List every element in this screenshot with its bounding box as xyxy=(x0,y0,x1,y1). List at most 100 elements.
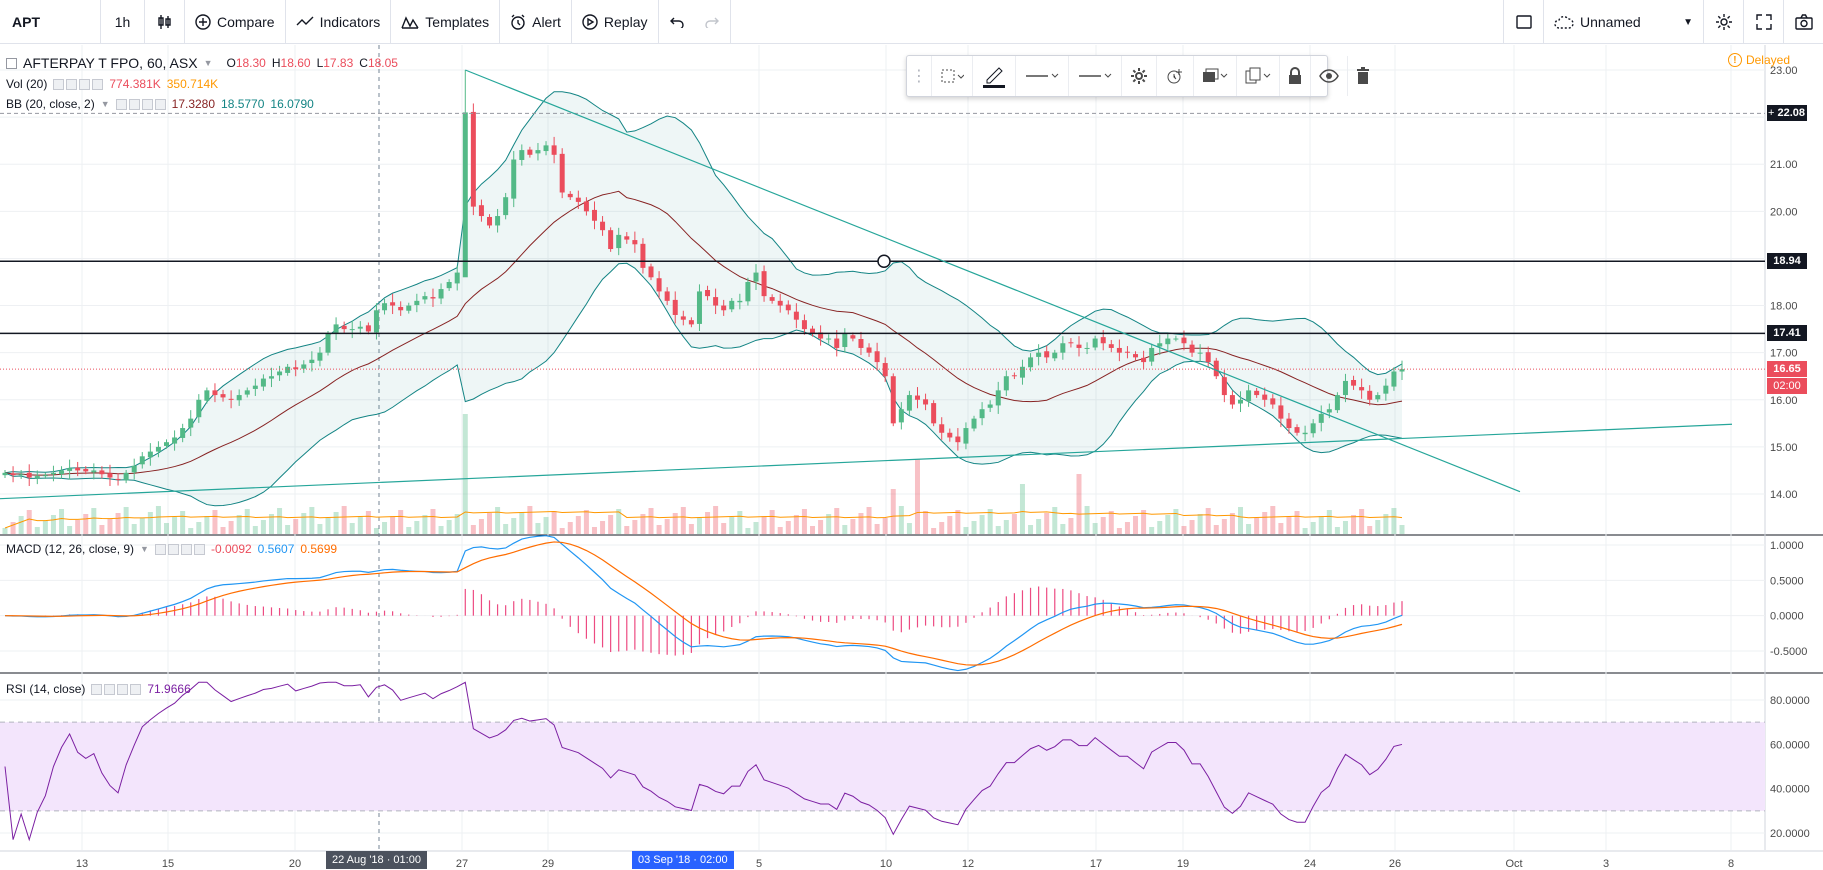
volume-bar xyxy=(42,521,48,534)
chevron-down-icon[interactable]: ▼ xyxy=(100,99,110,109)
templates-button[interactable]: Templates xyxy=(391,0,501,44)
chart-canvas[interactable]: 13152027295101217192426Oct3823.0022.0021… xyxy=(0,45,1823,870)
volume-bar xyxy=(10,522,16,534)
candle-body xyxy=(656,278,662,292)
volume-bar xyxy=(212,510,218,534)
volume-bar xyxy=(769,510,775,534)
volume-bar xyxy=(826,514,832,534)
fullscreen-button[interactable] xyxy=(1743,0,1783,44)
candle-body xyxy=(398,306,404,311)
candle-body xyxy=(204,390,210,401)
volume-series xyxy=(2,414,1405,534)
alert-on-drawing-button[interactable] xyxy=(1157,56,1194,96)
drawing-settings-button[interactable] xyxy=(1122,56,1157,96)
candle-body xyxy=(503,197,509,216)
alert-button[interactable]: Alert xyxy=(500,0,572,44)
layout-dropdown[interactable]: Unnamed ▼ xyxy=(1543,0,1703,44)
hide-button[interactable] xyxy=(1311,56,1348,96)
rsi-label[interactable]: RSI (14, close) xyxy=(6,682,86,696)
time-tick-label: 10 xyxy=(880,858,892,870)
candle-body xyxy=(1342,380,1348,396)
candle-body xyxy=(50,472,56,475)
candle-body xyxy=(672,299,678,315)
volume-bar xyxy=(810,526,816,534)
candle-body xyxy=(979,409,985,419)
settings-button[interactable] xyxy=(1703,0,1743,44)
interval-button[interactable]: 1h xyxy=(101,0,145,44)
fullscreen-toggle-button[interactable] xyxy=(1503,0,1543,44)
volume-bar xyxy=(1076,474,1082,534)
volume-bar xyxy=(1197,514,1203,534)
price-label-17-41[interactable]: 17.41 xyxy=(1767,325,1807,341)
drawings-layer[interactable] xyxy=(0,69,1765,500)
collapse-icon[interactable] xyxy=(6,57,17,69)
macd-pane xyxy=(4,535,1403,672)
volume-bar xyxy=(527,506,533,534)
template-button[interactable] xyxy=(932,56,973,96)
candle-body xyxy=(333,324,339,333)
candle-body xyxy=(1221,377,1227,396)
volume-bar xyxy=(1383,514,1389,534)
price-and-time-axes[interactable]: 13152027295101217192426Oct3823.0022.0021… xyxy=(76,65,1810,870)
replay-icon xyxy=(582,13,598,30)
delayed-data-badge[interactable]: ! Delayed xyxy=(1727,53,1790,67)
undo-button[interactable] xyxy=(659,0,695,44)
volume-bar xyxy=(495,507,501,534)
visual-order-button[interactable] xyxy=(1194,56,1237,96)
volume-bar xyxy=(874,524,880,534)
lock-button[interactable] xyxy=(1280,56,1311,96)
price-label-18-94[interactable]: 18.94 xyxy=(1767,253,1807,269)
candle-body xyxy=(785,304,791,311)
volume-bar xyxy=(309,507,315,534)
compare-button[interactable]: Compare xyxy=(185,0,286,44)
snapshot-button[interactable] xyxy=(1783,0,1823,44)
legend-controls[interactable] xyxy=(91,683,142,695)
chart-style-button[interactable] xyxy=(145,0,185,44)
last-price-label: 16.65 xyxy=(1767,361,1807,377)
volume-bar xyxy=(1359,509,1365,534)
candle-body xyxy=(914,395,920,400)
line-style-button[interactable] xyxy=(1069,56,1122,96)
chevron-down-icon[interactable]: ▼ xyxy=(140,544,149,554)
replay-button[interactable]: Replay xyxy=(572,0,659,44)
drag-handle[interactable]: ⋮ xyxy=(907,56,932,96)
candle-body xyxy=(470,111,476,207)
line-width-button[interactable] xyxy=(1016,56,1069,96)
legend-controls[interactable] xyxy=(115,98,166,110)
drawing-properties-toolbar: ⋮ xyxy=(906,55,1369,97)
volume-bar xyxy=(1310,522,1316,534)
candle-body xyxy=(680,316,686,320)
price-tick-label: 23.00 xyxy=(1770,65,1798,77)
candle-body xyxy=(511,159,517,199)
candle-body xyxy=(721,305,727,311)
price-label-22-08[interactable]: +22.08 xyxy=(1767,105,1807,121)
chevron-down-icon[interactable]: ▼ xyxy=(203,58,213,68)
candle-body xyxy=(551,145,557,155)
volume-bar xyxy=(139,518,145,534)
volume-label[interactable]: Vol (20) xyxy=(6,77,48,91)
legend-controls[interactable] xyxy=(53,78,104,90)
volume-bar xyxy=(462,414,468,534)
symbol-search[interactable]: APT xyxy=(0,0,101,44)
clone-button[interactable] xyxy=(1237,56,1280,96)
time-tick-label: 17 xyxy=(1090,858,1102,870)
series-title[interactable]: AFTERPAY T FPO, 60, ASX xyxy=(23,55,198,71)
volume-bar xyxy=(155,506,161,534)
candle-body xyxy=(1044,351,1050,358)
redo-button[interactable] xyxy=(695,0,731,44)
bb-label[interactable]: BB (20, close, 2) xyxy=(6,97,95,111)
remove-button[interactable] xyxy=(1348,56,1378,96)
candle-body xyxy=(866,347,872,353)
legend-controls[interactable] xyxy=(154,543,205,555)
time-tick-label: 5 xyxy=(756,858,762,870)
line-color-button[interactable] xyxy=(973,56,1016,96)
volume-bar xyxy=(785,521,791,534)
candle-body xyxy=(761,271,767,297)
macd-label[interactable]: MACD (12, 26, close, 9) xyxy=(6,542,135,556)
candle-body xyxy=(963,428,969,444)
volume-bar xyxy=(228,521,234,534)
volume-bar xyxy=(478,519,484,534)
volume-bar xyxy=(18,516,24,534)
volume-bar xyxy=(341,506,347,534)
indicators-button[interactable]: Indicators xyxy=(286,0,392,44)
